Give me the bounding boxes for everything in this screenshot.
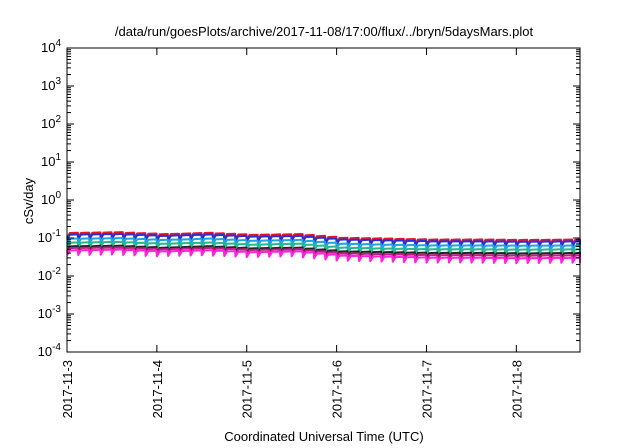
y-tick-base: 10 <box>41 116 55 131</box>
y-tick-label: 103 <box>41 76 61 93</box>
x-tick-label: 2017-11-3 <box>60 360 75 418</box>
series-layer <box>66 231 581 265</box>
y-tick-label: 100 <box>41 190 61 207</box>
y-tick-exponent: 2 <box>55 114 61 125</box>
y-tick-exponent: -4 <box>52 342 61 353</box>
y-tick-label: 10-2 <box>38 266 62 283</box>
series-line <box>66 248 581 265</box>
y-tick-base: 10 <box>38 306 52 321</box>
y-tick-exponent: 1 <box>55 152 61 163</box>
x-tick-label: 2017-11-5 <box>240 360 255 418</box>
y-tick-label: 10-4 <box>38 342 62 359</box>
plot-frame <box>66 47 581 353</box>
y-tick-base: 10 <box>38 344 52 359</box>
x-tick-label: 2017-11-8 <box>509 360 524 418</box>
x-axis-label: Coordinated Universal Time (UTC) <box>224 429 423 444</box>
y-tick-label: 10-1 <box>38 228 62 245</box>
y-tick-exponent: 3 <box>55 76 61 87</box>
chart-title: /data/run/goesPlots/archive/2017-11-08/1… <box>115 24 534 39</box>
x-tick-label: 2017-11-6 <box>330 360 345 418</box>
y-tick-exponent: 4 <box>55 38 61 49</box>
y-tick-base: 10 <box>41 154 55 169</box>
y-tick-base: 10 <box>41 78 55 93</box>
y-tick-exponent: 0 <box>55 190 61 201</box>
y-tick-label: 101 <box>41 152 61 169</box>
y-tick-exponent: -1 <box>52 228 61 239</box>
x-tick-label: 2017-11-7 <box>419 360 434 418</box>
axis-layer: 10-410-310-210-11001011021031042017-11-3… <box>38 38 580 418</box>
y-tick-base: 10 <box>41 40 55 55</box>
y-axis-label: cSv/day <box>21 177 36 224</box>
y-tick-label: 104 <box>41 38 61 55</box>
y-tick-label: 102 <box>41 114 61 131</box>
y-tick-base: 10 <box>41 192 55 207</box>
y-tick-base: 10 <box>38 268 52 283</box>
y-tick-exponent: -3 <box>52 304 61 315</box>
y-tick-base: 10 <box>38 230 52 245</box>
y-tick-label: 10-3 <box>38 304 62 321</box>
x-tick-label: 2017-11-4 <box>150 360 165 418</box>
y-tick-exponent: -2 <box>52 266 61 277</box>
